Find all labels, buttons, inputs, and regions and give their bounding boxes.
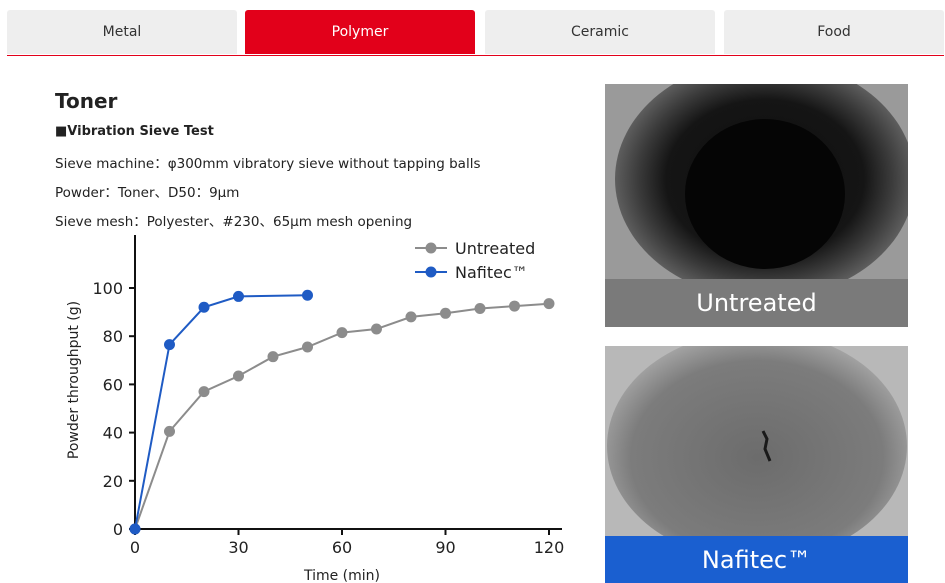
legend-marker: [425, 266, 437, 278]
spec-powder: Powder：Toner、D50：9μm: [55, 185, 240, 201]
data-point-untreated: [267, 351, 279, 363]
tab-metal[interactable]: Metal: [7, 10, 237, 54]
y-tick-label: 100: [92, 279, 123, 298]
data-point-nafitec: [233, 290, 244, 302]
data-point-untreated: [509, 300, 520, 312]
y-tick-label: 80: [103, 327, 123, 346]
data-point-nafitec: [198, 301, 210, 313]
tab-ceramic[interactable]: Ceramic: [485, 10, 715, 54]
x-tick-label: 90: [435, 538, 455, 557]
data-point-nafitec: [129, 523, 141, 535]
throughput-chart: 0 20 40 60 80 100 0 30 60 90 120 Time (min) Powder t…: [66, 235, 565, 583]
untreated-sieve-image: [605, 84, 908, 279]
legend-label-untreated: Untreated: [455, 239, 535, 258]
x-tick-label: 30: [228, 538, 248, 557]
data-point-untreated: [198, 386, 210, 398]
data-point-nafitec: [302, 289, 313, 301]
y-axis-label: Powder throughput (g): [66, 301, 82, 459]
y-tick-label: 20: [103, 472, 123, 491]
tab-polymer[interactable]: Polymer: [245, 10, 475, 54]
data-point-untreated: [543, 298, 555, 310]
data-point-untreated: [440, 307, 451, 319]
data-point-nafitec: [164, 339, 175, 351]
data-point-untreated: [164, 425, 175, 437]
tab-underline: [7, 55, 944, 56]
page-title: Toner: [55, 89, 118, 113]
untreated-photo: Untreated: [605, 84, 908, 327]
x-tick-label: 0: [130, 538, 140, 557]
category-tabs: Metal Polymer Ceramic Food: [7, 10, 944, 56]
x-axis-label: Time (min): [303, 568, 380, 583]
data-point-untreated: [233, 370, 244, 382]
nafitec-sieve-image: [605, 346, 908, 536]
legend-marker: [425, 242, 437, 254]
legend-label-nafitec: Nafitec™: [455, 263, 528, 282]
spec-sieve-machine: Sieve machine：φ300mm vibratory sieve wit…: [55, 156, 481, 172]
y-tick-label: 40: [103, 424, 123, 443]
spec-sieve-mesh: Sieve mesh：Polyester、#230、65μm mesh open…: [55, 214, 413, 230]
series-line-nafitec: [134, 294, 308, 530]
untreated-label: Untreated: [605, 279, 908, 327]
data-point-untreated: [336, 327, 348, 339]
test-subtitle: ■Vibration Sieve Test: [55, 124, 214, 139]
tab-food[interactable]: Food: [724, 10, 944, 54]
data-point-untreated: [302, 341, 313, 353]
x-tick-label: 120: [534, 538, 565, 557]
data-point-untreated: [405, 311, 417, 323]
y-tick-label: 0: [113, 520, 123, 539]
data-point-untreated: [371, 323, 382, 335]
y-tick-label: 60: [103, 375, 123, 394]
nafitec-photo: Nafitec™: [605, 346, 908, 583]
nafitec-label: Nafitec™: [605, 536, 908, 583]
x-tick-label: 60: [332, 538, 352, 557]
data-point-untreated: [474, 302, 486, 314]
